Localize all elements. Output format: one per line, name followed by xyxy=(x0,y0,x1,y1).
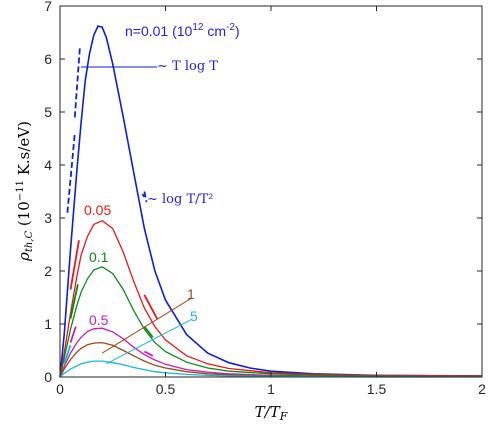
x-tick-label: 2 xyxy=(478,381,486,397)
high-t-fragment-4 xyxy=(141,193,146,198)
y-tick-label: 2 xyxy=(44,263,52,279)
y-tick-label: 5 xyxy=(44,104,52,120)
y-tick-label: 4 xyxy=(44,157,52,173)
x-tick-label: 0.5 xyxy=(156,381,176,397)
leader-line-1 xyxy=(101,298,192,354)
asymptote-1-segment-2 xyxy=(66,133,76,213)
asymptote-label-tlogt: ~ T log T xyxy=(157,59,218,74)
x-ticks: 0 0.5 1 1.5 2 xyxy=(56,6,486,397)
annotation-5: 5 xyxy=(190,308,198,324)
y-tick-label: 6 xyxy=(44,51,52,67)
series-line-2 xyxy=(59,219,483,378)
annotations: n=0.01 (1012 cm-2) 0.05 0.1 0.5 1 5 ~ T log T ~… xyxy=(84,22,240,328)
low-t-fragment-2 xyxy=(69,284,79,319)
x-tick-label: 1.5 xyxy=(367,381,387,397)
low-t-fragment-3 xyxy=(69,326,77,343)
leader-line-2 xyxy=(106,319,192,365)
low-t-fragment-1 xyxy=(69,240,80,290)
x-tick-label: 1 xyxy=(267,381,275,397)
series-line-5 xyxy=(59,341,482,378)
y-tick-label: 3 xyxy=(44,210,52,226)
y-tick-label: 0 xyxy=(44,369,52,385)
y-axis-label: ρth,C (10−11 K.s/eV) xyxy=(15,121,35,262)
annotation-0-1: 0.1 xyxy=(89,249,109,265)
series-line-1 xyxy=(59,25,483,378)
annotation-1: 1 xyxy=(187,286,195,302)
annotation-0-5: 0.5 xyxy=(89,312,109,328)
asymptote-label-logt-t2: ~ log T/T² xyxy=(147,192,213,207)
high-t-fragment-1 xyxy=(143,294,158,320)
high-t-fragment-3 xyxy=(143,350,154,357)
high-t-fragment-2 xyxy=(143,326,154,338)
svg-text:ρth,C (10−11 K.s/eV): ρth,C (10−11 K.s/eV) xyxy=(15,121,35,262)
plot-marks xyxy=(59,25,483,378)
series-line-4 xyxy=(59,327,482,378)
annotation-n-0-01: n=0.01 (1012 cm-2) xyxy=(125,22,240,39)
y-tick-label: 7 xyxy=(44,0,52,14)
y-ticks: 0 1 2 3 4 5 6 7 xyxy=(44,0,482,385)
plot-frame xyxy=(59,5,483,378)
x-tick-label: 0 xyxy=(56,381,64,397)
series-line-6 xyxy=(59,360,482,378)
low-t-fragment-4 xyxy=(63,344,72,365)
series-line-3 xyxy=(59,266,483,378)
annotation-0-05: 0.05 xyxy=(84,202,111,218)
asymptote-1-segment-1 xyxy=(73,45,81,118)
y-tick-label: 1 xyxy=(44,316,52,332)
asymptote-2-segment-1 xyxy=(143,191,148,203)
x-axis-label: T/TF xyxy=(255,403,288,423)
